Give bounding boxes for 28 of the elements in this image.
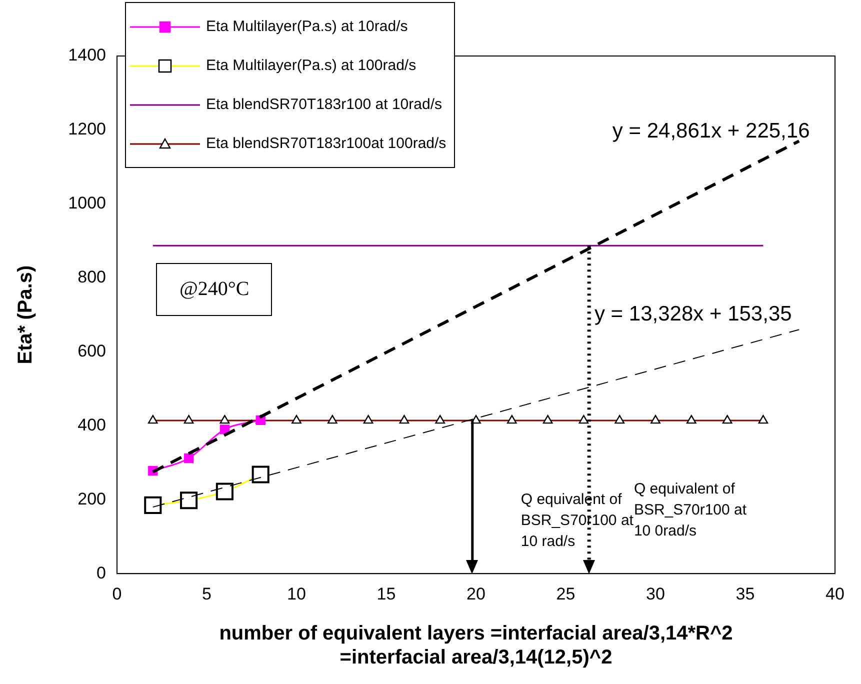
y-tick-label: 1000 <box>68 194 106 213</box>
y-tick-label: 400 <box>78 415 106 434</box>
x-tick-label: 15 <box>376 584 396 604</box>
y-tick-label: 600 <box>78 341 106 360</box>
y-axis-title: Eta* (Pa.s) <box>14 265 37 364</box>
x-tick-label: 0 <box>112 584 122 604</box>
x-tick-label: 40 <box>826 584 844 604</box>
x-tick-label: 35 <box>736 584 755 604</box>
x-tick-label: 5 <box>202 584 212 604</box>
x-tick-label: 20 <box>466 584 486 604</box>
annotation: @240°C <box>156 263 272 316</box>
legend-label: Eta blendSR70T183r100at 100rad/s <box>206 135 446 152</box>
x-axis-title: number of equivalent layers =interfacial area/3,14*R^2 =interfacial area/3,14(12,5)^2 <box>219 622 733 669</box>
x-tick-label: 10 <box>287 584 306 604</box>
legend-label: Eta Multilayer(Pa.s) at 10rad/s <box>206 18 408 35</box>
y-tick-label: 200 <box>78 489 106 508</box>
y-tick-label: 800 <box>78 268 106 287</box>
legend-label: Eta Multilayer(Pa.s) at 100rad/s <box>206 57 416 74</box>
y-tick-label: 0 <box>96 563 106 582</box>
legend-label: Eta blendSR70T183r100 at 10rad/s <box>206 96 442 113</box>
annotation: y = 24,861x + 225,16 <box>612 120 810 143</box>
y-tick-label: 1400 <box>68 46 106 65</box>
annotation: Q equivalent of BSR_S70r100 at 10 rad/s <box>520 490 634 550</box>
annotation: Q equivalent of BSR_S70r100 at 10 0rad/s <box>634 480 748 540</box>
annotation: y = 13,328x + 153,35 <box>594 302 792 326</box>
x-tick-label: 30 <box>646 584 665 604</box>
x-tick-label: 25 <box>556 584 576 604</box>
y-tick-label: 1200 <box>68 120 106 139</box>
